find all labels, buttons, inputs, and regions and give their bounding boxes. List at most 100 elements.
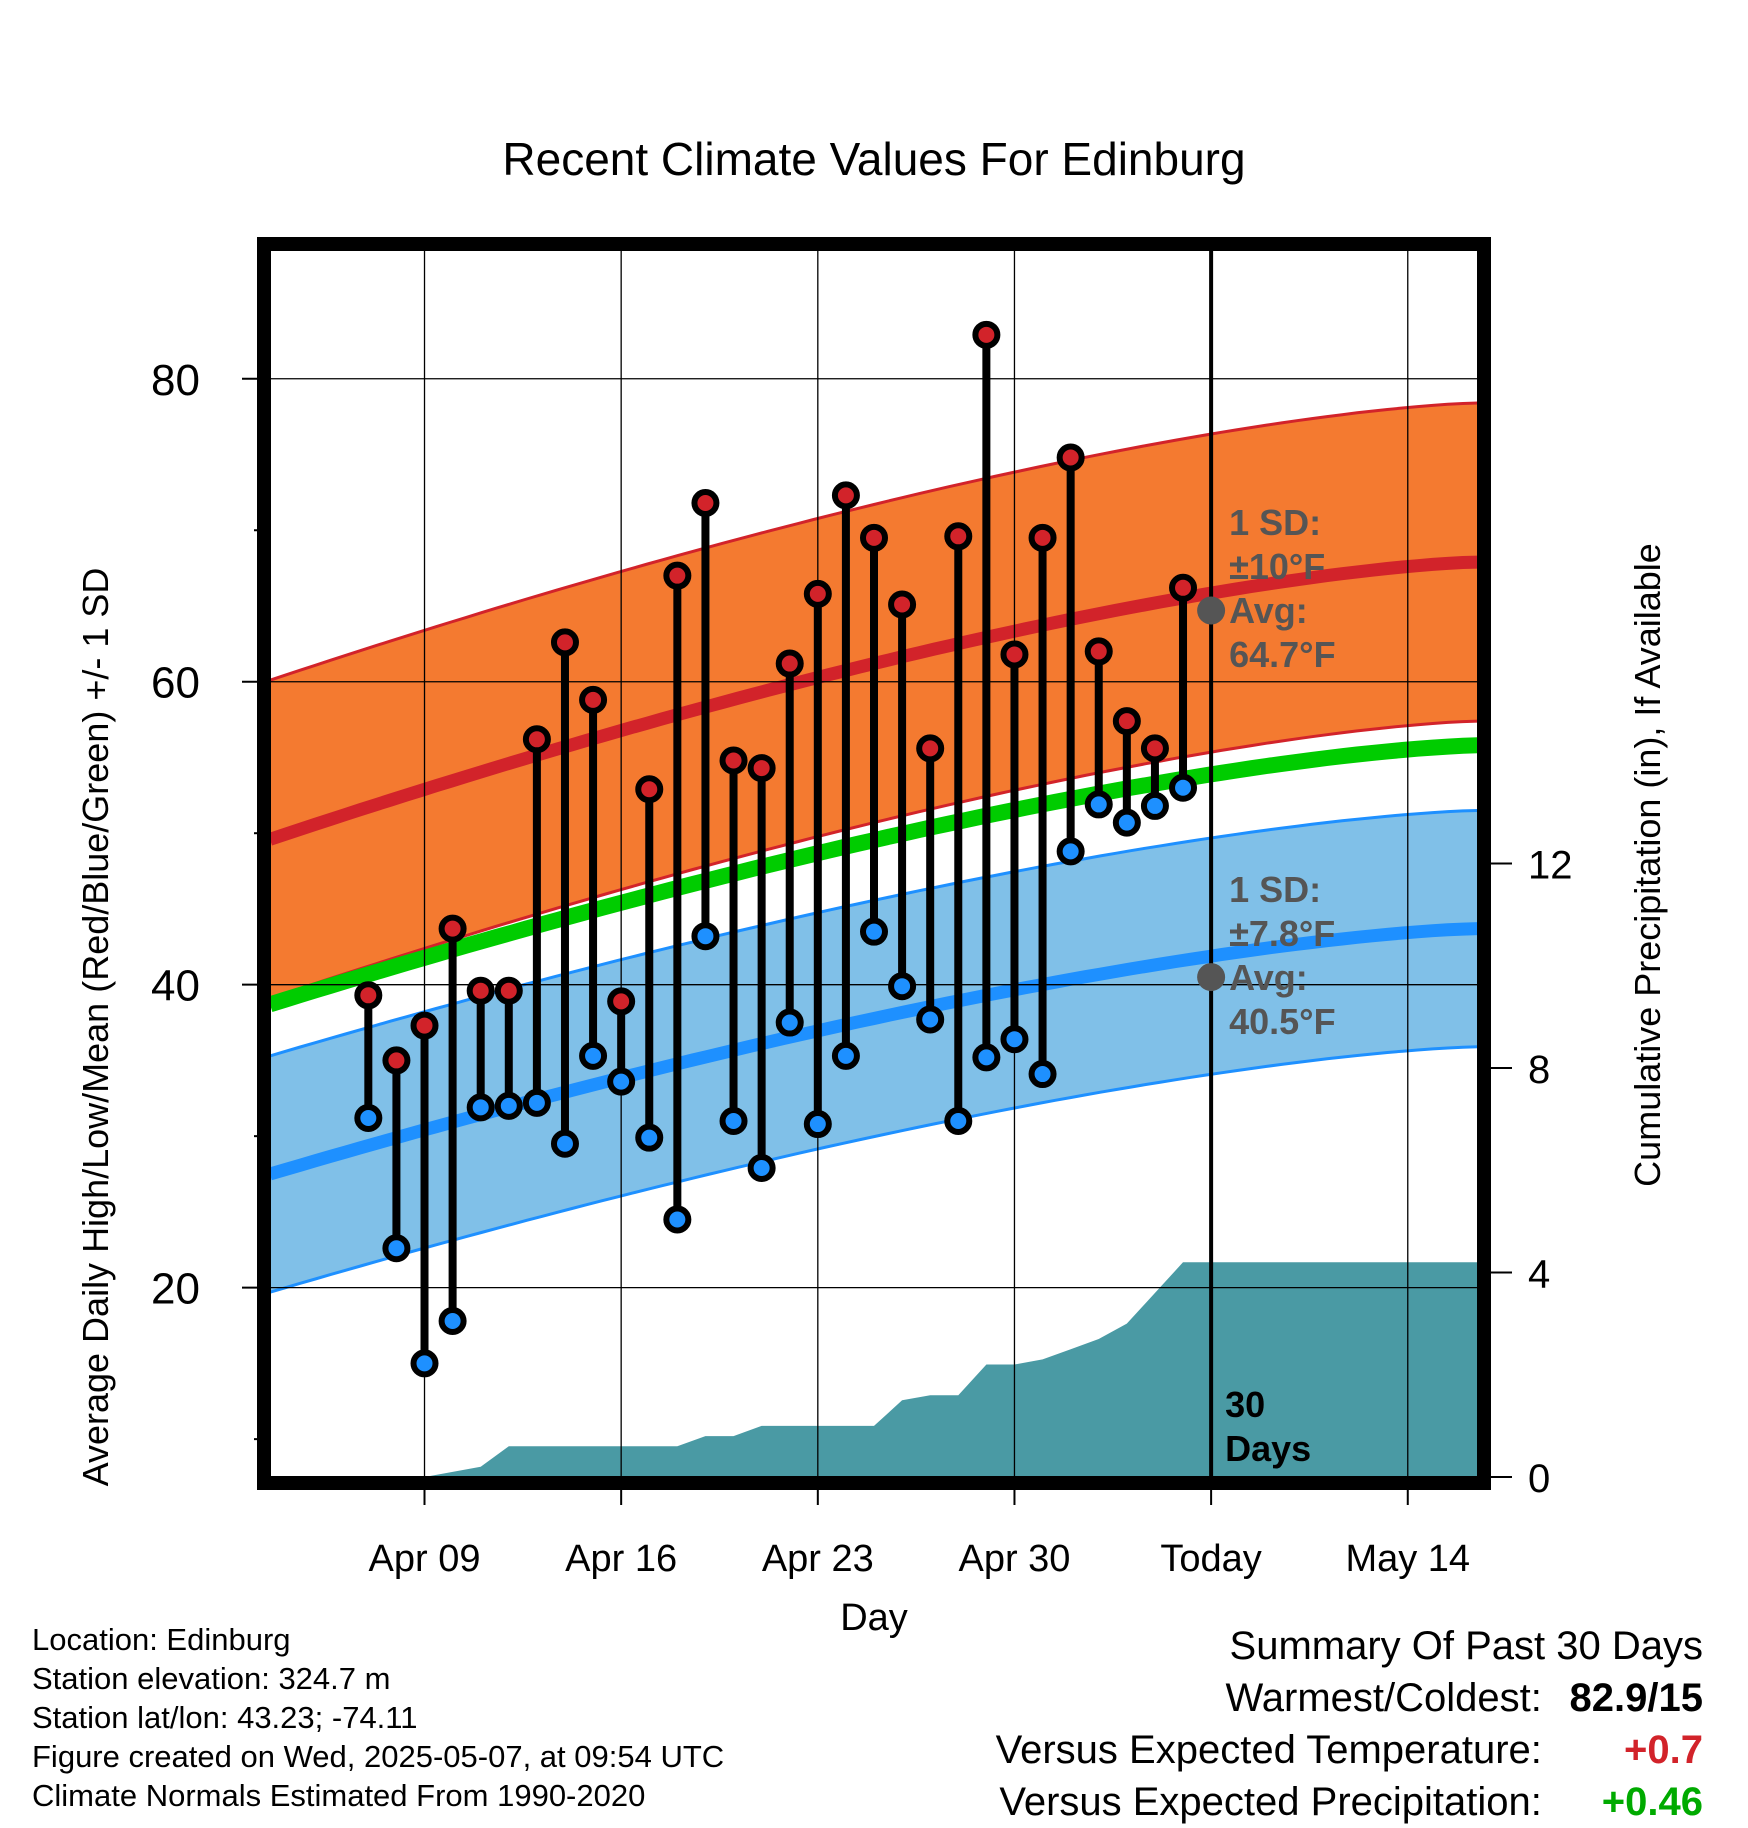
daily-high-point	[1000, 640, 1029, 669]
temp-label: Versus Expected Temperature:	[995, 1728, 1542, 1772]
daily-low-point	[354, 1103, 383, 1132]
daily-high-point	[972, 320, 1001, 349]
low-annotation-line-0: 1 SD:	[1229, 869, 1321, 910]
daily-high-point	[494, 976, 523, 1005]
daily-high-point	[607, 987, 636, 1016]
daily-low-point	[747, 1153, 776, 1182]
daily-high-point	[438, 914, 467, 943]
daily-low-point	[438, 1306, 467, 1335]
daily-high-point	[944, 522, 973, 551]
elevation-text: Station elevation: 324.7 m	[32, 1661, 391, 1696]
low-band-lower-edge	[270, 1045, 1478, 1294]
y-tick-label: 80	[151, 356, 200, 405]
daily-low-point	[607, 1067, 636, 1096]
daily-low-point	[775, 1008, 804, 1037]
high-annotation-line-0: 1 SD:	[1229, 502, 1321, 543]
plot-area	[270, 250, 1478, 1477]
created-text: Figure created on Wed, 2025-05-07, at 09…	[32, 1739, 725, 1774]
daily-low-point	[466, 1093, 495, 1122]
warmest-row: Warmest/Coldest: 82.9/15	[996, 1672, 1704, 1724]
low-annotation-line-2: Avg:	[1229, 957, 1308, 998]
daily-low-point	[410, 1349, 439, 1378]
daily-high-point	[663, 561, 692, 590]
today-high-marker	[1197, 596, 1226, 625]
y2-tick-label: 8	[1528, 1048, 1550, 1092]
today-low-marker	[1197, 963, 1226, 992]
daily-low-point	[719, 1107, 748, 1136]
daily-high-point	[1112, 707, 1141, 736]
warmest-label: Warmest/Coldest:	[1225, 1676, 1542, 1720]
daily-low-point	[1169, 773, 1198, 802]
high-annotation-line-1: ±10°F	[1229, 546, 1325, 587]
daily-low-point	[888, 972, 917, 1001]
station-info: Location: Edinburg Station elevation: 32…	[32, 1620, 724, 1815]
y2-tick-label: 12	[1528, 844, 1573, 888]
location-text: Location: Edinburg	[32, 1622, 291, 1657]
high-band-upper-edge	[270, 401, 1478, 682]
daily-low-point	[691, 922, 720, 951]
daily-low-point	[522, 1088, 551, 1117]
daily-high-point	[550, 628, 579, 657]
summary-title: Summary Of Past 30 Days	[1229, 1624, 1703, 1668]
daily-low-point	[860, 917, 888, 946]
daily-low-point	[1140, 791, 1169, 820]
high-annotation-line-3: 64.7°F	[1229, 634, 1335, 675]
x-tick-label: Apr 16	[565, 1538, 677, 1580]
daily-low-point	[579, 1041, 608, 1070]
daily-high-point	[916, 734, 945, 763]
daily-low-point	[494, 1091, 523, 1120]
cumulative-precip-area	[340, 1262, 1478, 1477]
y-tick-label: 20	[151, 1265, 200, 1314]
daily-high-point	[579, 685, 608, 714]
daily-high-point	[1028, 523, 1057, 552]
y-axis-label: Average Daily High/Low/Mean (Red/Blue/Gr…	[75, 568, 116, 1487]
x-tick-label: Today	[1160, 1538, 1261, 1580]
daily-high-point	[1056, 443, 1085, 472]
daily-low-point	[382, 1234, 411, 1263]
daily-high-point	[635, 775, 664, 804]
high-annotation-line-2: Avg:	[1229, 590, 1308, 631]
daily-high-point	[410, 1011, 439, 1040]
days-label-line-1: Days	[1225, 1428, 1311, 1469]
x-axis-label: Day	[840, 1597, 908, 1639]
x-tick-label: Apr 30	[958, 1538, 1070, 1580]
daily-high-point	[803, 579, 832, 608]
daily-high-point	[1169, 573, 1198, 602]
y-tick-label: 40	[151, 962, 200, 1011]
daily-high-point	[466, 976, 495, 1005]
daily-low-point	[1084, 790, 1113, 819]
y2-axis-label: Cumulative Precipitation (in), If Availa…	[1627, 543, 1668, 1187]
daily-high-point	[747, 754, 776, 783]
daily-low-point	[944, 1107, 973, 1136]
daily-low-point	[916, 1005, 945, 1034]
daily-high-point	[719, 746, 748, 775]
daily-high-point	[354, 981, 383, 1010]
x-tick-label: Apr 23	[762, 1538, 874, 1580]
low-sd-band	[270, 810, 1478, 1293]
days-label-line-0: 30	[1225, 1384, 1265, 1425]
daily-low-point	[1000, 1025, 1029, 1054]
daily-high-point	[691, 488, 720, 517]
low-annotation-line-1: ±7.8°F	[1229, 913, 1335, 954]
y2-tick-label: 0	[1528, 1457, 1550, 1501]
daily-high-point	[1084, 637, 1113, 666]
daily-high-point	[775, 649, 804, 678]
normals-text: Climate Normals Estimated From 1990-2020	[32, 1778, 646, 1813]
precip-row: Versus Expected Precipitation: +0.46	[996, 1776, 1703, 1828]
daily-high-point	[522, 725, 551, 754]
latlon-text: Station lat/lon: 43.23; -74.11	[32, 1700, 418, 1735]
daily-low-point	[972, 1043, 1001, 1072]
daily-low-point	[1112, 808, 1141, 837]
daily-high-point	[860, 523, 888, 552]
daily-high-point	[831, 481, 860, 510]
precip-value: +0.46	[1601, 1780, 1703, 1824]
daily-low-point	[635, 1123, 664, 1152]
temp-value: +0.7	[1624, 1728, 1703, 1772]
daily-low-point	[663, 1205, 692, 1234]
y-tick-label: 60	[151, 659, 200, 708]
daily-low-point	[831, 1041, 860, 1070]
daily-high-point	[382, 1046, 411, 1075]
daily-low-point	[550, 1129, 579, 1158]
daily-high-point	[1140, 734, 1169, 763]
